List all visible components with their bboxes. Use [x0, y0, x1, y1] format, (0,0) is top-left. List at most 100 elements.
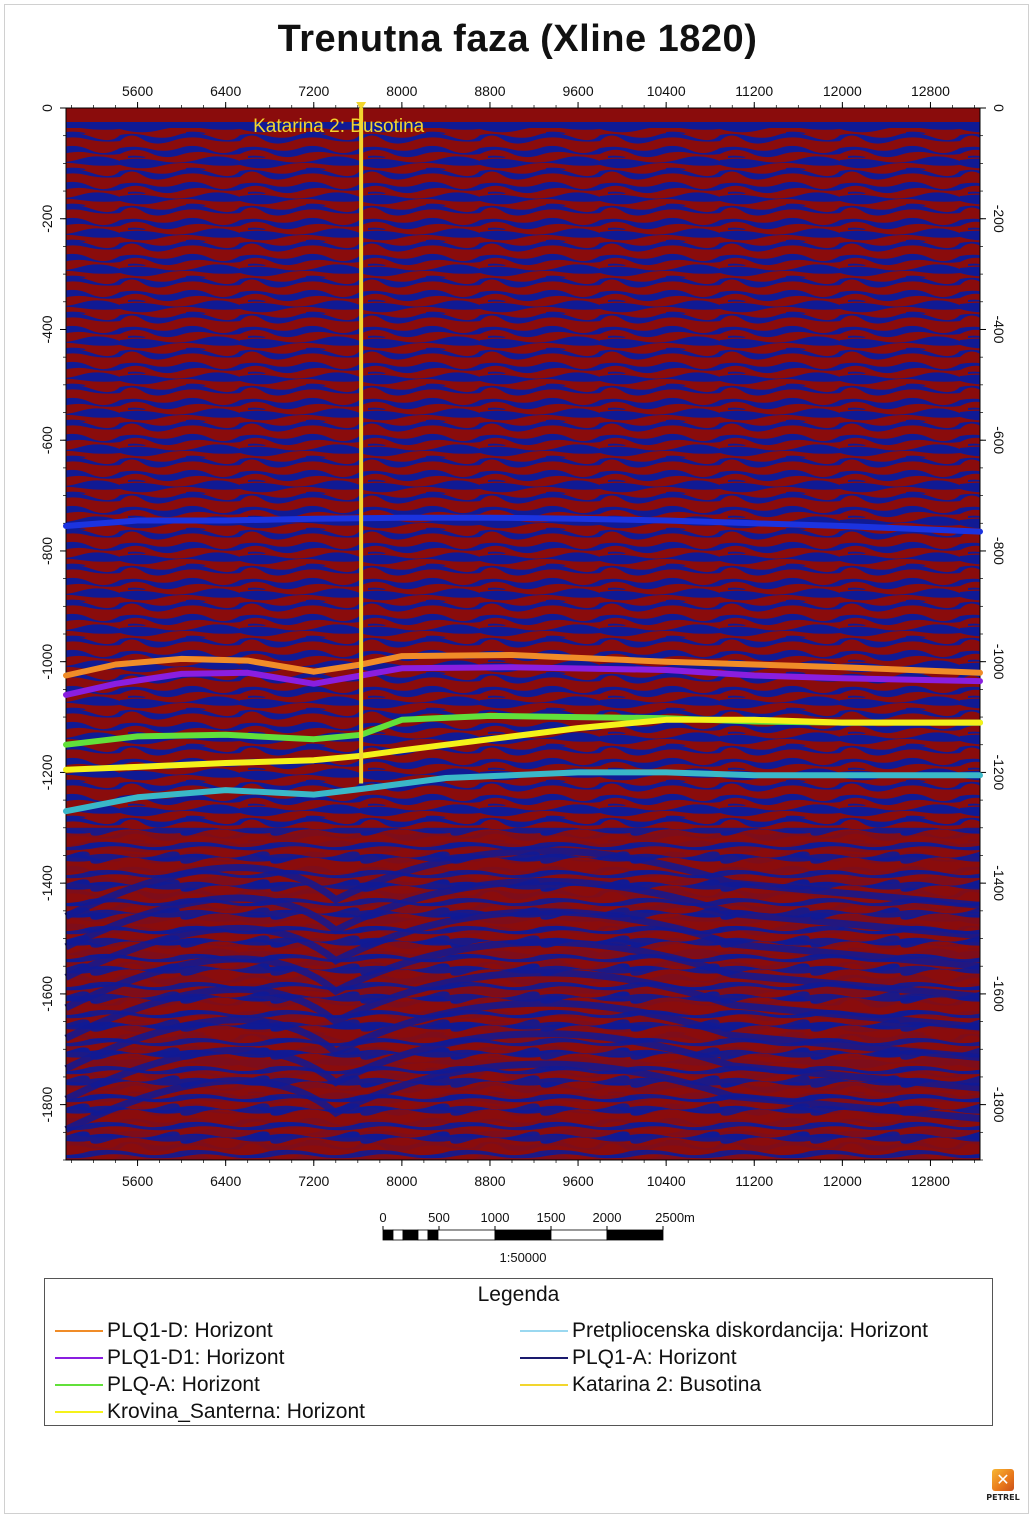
x-tick-label-top: 6400: [210, 83, 241, 99]
legend-label: Krovina_Santerna: Horizont: [107, 1399, 365, 1423]
scale-bar-label: 1000: [481, 1210, 510, 1225]
legend-box: Legenda PLQ1-D: Horizont PLQ1-D1: Horizon…: [44, 1278, 993, 1426]
x-tick-label-bottom: 7200: [298, 1173, 329, 1189]
scale-bar-segment: [427, 1229, 439, 1241]
well-head-marker: [356, 102, 367, 110]
scale-bar-label: 1500: [537, 1210, 566, 1225]
x-tick-label-top: 12000: [823, 83, 862, 99]
horizon-line: [63, 664, 983, 698]
x-tick-label-bottom: 5600: [122, 1173, 153, 1189]
y-tick-label-left: -200: [39, 205, 55, 233]
scale-bar-segment: [437, 1229, 496, 1241]
legend-swatch: [55, 1329, 103, 1332]
y-tick-label-right: -200: [991, 205, 1007, 233]
legend-item: Katarina 2: Busotina: [520, 1371, 928, 1398]
legend-item: PLQ1-D1: Horizont: [55, 1344, 365, 1371]
x-tick-label-bottom: 6400: [210, 1173, 241, 1189]
x-tick-label-bottom: 12000: [823, 1173, 862, 1189]
legend-label: PLQ1-D: Horizont: [107, 1318, 273, 1342]
y-tick-label-left: -800: [39, 537, 55, 565]
legend-swatch: [55, 1383, 103, 1386]
legend-column-right: Pretpliocenska diskordancija: Horizont PL…: [520, 1317, 928, 1398]
scale-ratio-label: 1:50000: [500, 1250, 547, 1265]
y-tick-label-right: -1800: [991, 1087, 1007, 1123]
legend-item: PLQ1-A: Horizont: [520, 1344, 928, 1371]
x-tick-label-top: 7200: [298, 83, 329, 99]
y-tick-label-left: -1600: [39, 976, 55, 1012]
well-label: Katarina 2: Busotina: [253, 116, 425, 137]
scale-bar-segment: [382, 1229, 394, 1241]
seismic-top-trough: [66, 122, 980, 128]
seismic-reflector-deep: [64, 999, 981, 1072]
scale-bar-label: 0: [379, 1210, 386, 1225]
legend-column-left: PLQ1-D: Horizont PLQ1-D1: Horizont PLQ-A: …: [55, 1317, 365, 1425]
y-tick-label-right: -800: [991, 537, 1007, 565]
seismic-section: 5600 5600 6400 6400 7200 7200 8000 8000 8800 8800…: [39, 83, 1007, 1265]
x-tick-label-top: 9600: [562, 83, 593, 99]
y-tick-label-left: 0: [39, 104, 55, 112]
y-tick-label-left: -1800: [39, 1087, 55, 1123]
legend-swatch: [520, 1356, 568, 1359]
seismic-top-band: [66, 108, 980, 122]
x-tick-label-bottom: 10400: [647, 1173, 686, 1189]
scale-bar-segment: [417, 1229, 429, 1241]
legend-item: PLQ-A: Horizont: [55, 1371, 365, 1398]
x-tick-label-bottom: 8000: [386, 1173, 417, 1189]
x-tick-label-bottom: 11200: [735, 1173, 773, 1189]
petrel-logo-text: PETREL: [986, 1493, 1020, 1502]
y-tick-label-right: -1600: [991, 976, 1007, 1012]
y-tick-label-right: -1400: [991, 865, 1007, 901]
scale-bar-segment: [402, 1229, 419, 1241]
y-tick-label-right: -400: [991, 315, 1007, 343]
seismic-reflector-deep: [64, 969, 981, 1042]
legend-item: Krovina_Santerna: Horizont: [55, 1398, 365, 1425]
x-tick-label-top: 12800: [911, 83, 950, 99]
y-tick-label-right: -1000: [991, 644, 1007, 680]
y-tick-label-right: -1200: [991, 755, 1007, 791]
legend-label: Pretpliocenska diskordancija: Horizont: [572, 1318, 929, 1342]
y-tick-label-left: -1400: [39, 865, 55, 901]
legend-label: PLQ1-D1: Horizont: [107, 1345, 285, 1369]
x-tick-label-bottom: 12800: [911, 1173, 950, 1189]
legend-swatch: [55, 1410, 103, 1413]
horizon-line: [63, 769, 983, 815]
seismic-reflector-deep: [64, 938, 981, 1011]
x-tick-label-top: 8000: [386, 83, 417, 99]
y-tick-label-left: -600: [39, 426, 55, 454]
scale-bar-segment: [606, 1229, 664, 1241]
x-tick-label-top: 5600: [122, 83, 153, 99]
x-tick-label-bottom: 8800: [474, 1173, 505, 1189]
legend-item: PLQ1-D: Horizont: [55, 1317, 365, 1344]
legend-title: Legenda: [477, 1283, 560, 1306]
page-title: Trenutna faza (Xline 1820): [277, 18, 758, 60]
page-frame: [4, 4, 1029, 1514]
seismic-reflector-deep: [64, 908, 981, 981]
scale-bar-segment: [550, 1229, 608, 1241]
scale-bar-label: 2500m: [655, 1210, 695, 1225]
x-tick-label-top: 11200: [735, 83, 773, 99]
x-tick-label-bottom: 9600: [562, 1173, 593, 1189]
seismic-reflector-deep: [64, 847, 981, 920]
horizon-line: [63, 716, 983, 773]
legend-label: Katarina 2: Busotina: [572, 1372, 762, 1396]
y-tick-label-left: -1000: [39, 644, 55, 680]
horizon-line: [63, 514, 983, 535]
petrel-logo: ✕ PETREL: [983, 1469, 1023, 1513]
x-tick-label-top: 10400: [647, 83, 686, 99]
legend-swatch: [55, 1356, 103, 1359]
seismic-reflector-deep: [64, 1060, 981, 1133]
legend-label: PLQ-A: Horizont: [107, 1372, 260, 1396]
y-tick-label-right: 0: [991, 104, 1007, 112]
x-tick-label-top: 8800: [474, 83, 505, 99]
scale-bar-label: 2000: [593, 1210, 622, 1225]
seismic-reflector-deep: [64, 1030, 981, 1103]
y-tick-label-right: -600: [991, 426, 1007, 454]
scale-bar-label: 500: [428, 1210, 450, 1225]
legend-swatch: [520, 1329, 568, 1332]
scale-bar-segment: [494, 1229, 552, 1241]
petrel-logo-icon: ✕: [992, 1469, 1014, 1491]
legend-swatch: [520, 1383, 568, 1386]
scale-bar-segment: [392, 1229, 404, 1241]
y-tick-label-left: -1200: [39, 754, 55, 790]
legend-item: Pretpliocenska diskordancija: Horizont: [520, 1317, 928, 1344]
